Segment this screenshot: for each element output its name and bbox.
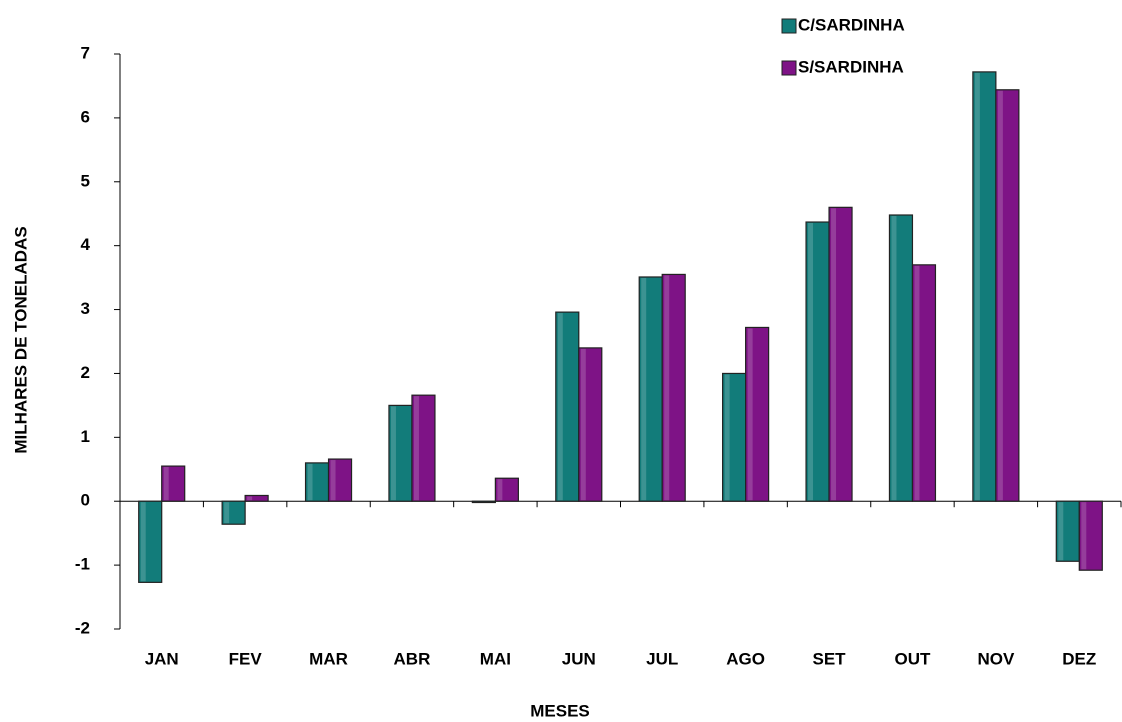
bar-shade: [224, 502, 230, 524]
x-tick-label: JAN: [145, 649, 179, 668]
bar: [911, 264, 937, 502]
bar-shade: [808, 223, 814, 501]
bar-shade: [307, 463, 313, 501]
y-tick-label: 5: [81, 171, 90, 190]
bar: [661, 273, 686, 502]
legend-swatch: [781, 18, 797, 34]
bar: [745, 326, 770, 502]
bar-shade: [163, 467, 169, 501]
x-tick-label: MAR: [309, 649, 348, 668]
bar-shade: [1058, 502, 1064, 561]
bar: [828, 206, 853, 502]
y-tick-label: 7: [81, 43, 90, 62]
bar-shade: [247, 496, 253, 501]
x-tick-label: JUL: [646, 649, 678, 668]
x-tick-label: FEV: [229, 649, 263, 668]
y-tick-label: -2: [75, 618, 90, 637]
y-tick-label: 4: [81, 235, 91, 254]
bar-shade: [974, 72, 980, 501]
bar: [578, 347, 603, 502]
x-tick-label: ABR: [394, 649, 431, 668]
bar-shade: [641, 277, 647, 501]
y-tick-label: 2: [81, 363, 90, 382]
x-tick-label: AGO: [726, 649, 765, 668]
x-tick-label: JUN: [562, 649, 596, 668]
x-axis-label: MESES: [530, 701, 590, 720]
bar: [494, 477, 519, 502]
bar-shade: [413, 396, 419, 501]
y-tick-label: 1: [81, 427, 90, 446]
bar-shade: [831, 208, 837, 501]
bar: [221, 500, 246, 525]
bar: [471, 500, 496, 504]
x-tick-label: NOV: [977, 649, 1015, 668]
bar: [138, 500, 163, 583]
bar-shade: [557, 313, 563, 501]
x-tick-label: DEZ: [1062, 649, 1096, 668]
legend-label: C/SARDINHA: [798, 15, 905, 34]
bar: [244, 494, 269, 502]
bar-shade: [997, 90, 1003, 501]
x-tick-label: SET: [813, 649, 847, 668]
bar: [995, 89, 1020, 502]
x-tick-label: MAI: [480, 649, 511, 668]
bar-shade: [1081, 502, 1087, 570]
bar: [327, 458, 353, 502]
y-axis-label: MILHARES DE TONELADAS: [11, 226, 30, 453]
y-tick-label: -1: [75, 555, 90, 574]
bar-shade: [724, 374, 730, 501]
bar-shade: [914, 265, 920, 501]
bar: [411, 394, 436, 502]
bar-shade: [330, 460, 336, 501]
bar: [161, 465, 186, 502]
y-tick-label: 6: [81, 107, 90, 126]
bar-shade: [390, 406, 396, 501]
bar-shade: [580, 348, 586, 501]
bar-shade: [664, 275, 670, 501]
bar-shade: [747, 328, 753, 501]
x-tick-label: OUT: [895, 649, 932, 668]
bar-shade: [140, 502, 146, 582]
bar: [1078, 500, 1103, 571]
bar-shade: [891, 216, 897, 501]
y-tick-label: 3: [81, 299, 90, 318]
legend-swatch: [781, 60, 797, 76]
bar-shade: [497, 479, 503, 501]
y-tick-label: 0: [81, 491, 90, 510]
legend-label: S/SARDINHA: [798, 57, 904, 76]
